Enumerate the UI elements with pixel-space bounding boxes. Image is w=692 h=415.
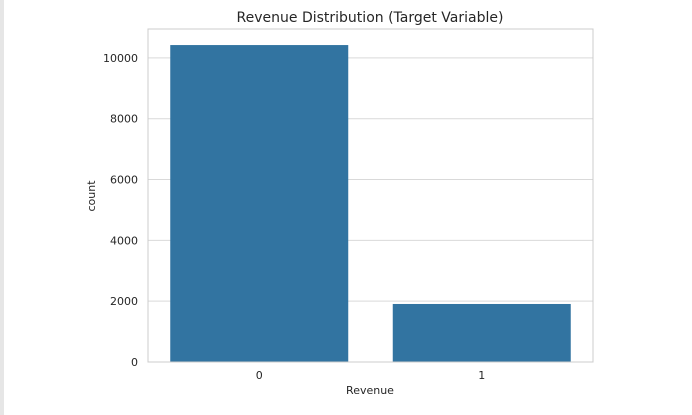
- y-tick-label: 0: [131, 356, 138, 369]
- y-tick-label: 4000: [110, 234, 138, 247]
- y-tick-labels: 0 2000 4000 6000 8000 10000: [103, 52, 138, 369]
- y-tick-label: 6000: [110, 174, 138, 187]
- x-axis-label: Revenue: [346, 384, 394, 397]
- axes-frame: [147, 28, 594, 363]
- x-tick-label: 0: [256, 369, 263, 382]
- bars: [170, 45, 571, 363]
- bar-0: [170, 45, 349, 363]
- y-tick-label: 10000: [103, 52, 138, 65]
- bar-1: [392, 303, 571, 362]
- window-edge: [0, 0, 4, 415]
- y-tick-label: 2000: [110, 295, 138, 308]
- chart-title: Revenue Distribution (Target Variable): [237, 10, 504, 26]
- x-tick-label: 1: [478, 369, 485, 382]
- y-axis-label: count: [85, 180, 98, 212]
- y-tick-label: 8000: [110, 113, 138, 126]
